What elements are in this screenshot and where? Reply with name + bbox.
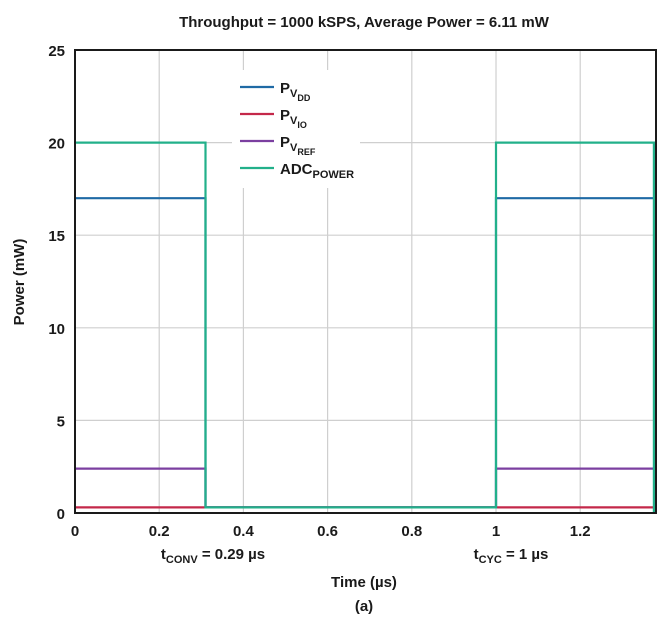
y-tick-labels: 0 5 10 15 20 25 bbox=[48, 43, 65, 523]
legend: PVDD PVIO PVREF ADCPOWER bbox=[232, 70, 360, 188]
plot-frame bbox=[74, 49, 657, 514]
x-tick-labels: 0 0.2 0.4 0.6 0.8 1 1.2 bbox=[71, 523, 591, 540]
x-tick-label: 1.2 bbox=[570, 523, 591, 540]
x-tick-label: 0.8 bbox=[401, 523, 422, 540]
y-tick-label: 5 bbox=[57, 413, 65, 430]
annotation-tconv: tCONV = 0.29 µs bbox=[161, 546, 265, 566]
x-tick-label: 0.4 bbox=[233, 523, 255, 540]
grid bbox=[74, 49, 656, 514]
y-axis-label: Power (mW) bbox=[11, 239, 28, 326]
y-tick-label: 25 bbox=[48, 43, 65, 60]
y-tick-label: 0 bbox=[57, 506, 65, 523]
x-axis-label: Time (µs) bbox=[331, 574, 397, 591]
series-layer bbox=[75, 141, 656, 513]
legend-label-vdd: PVDD bbox=[280, 80, 311, 103]
y-tick-label: 10 bbox=[48, 321, 65, 338]
annotations: tCONV = 0.29 µs tCYC = 1 µs bbox=[161, 546, 549, 566]
x-tick-label: 0 bbox=[71, 523, 79, 540]
chart-title: Throughput = 1000 kSPS, Average Power = … bbox=[179, 14, 550, 31]
series-line-adc bbox=[75, 141, 656, 513]
series-line-vref bbox=[75, 467, 656, 509]
figure-caption: (a) bbox=[355, 598, 373, 615]
y-tick-label: 20 bbox=[48, 136, 65, 153]
x-tick-label: 0.6 bbox=[317, 523, 338, 540]
legend-label-adc: ADCPOWER bbox=[280, 161, 354, 181]
series-line-vdd bbox=[75, 197, 656, 509]
annotation-tcyc: tCYC = 1 µs bbox=[474, 546, 549, 566]
x-tick-label: 1 bbox=[492, 523, 500, 540]
y-tick-label: 15 bbox=[48, 228, 65, 245]
x-tick-label: 0.2 bbox=[149, 523, 170, 540]
legend-label-vio: PVIO bbox=[280, 107, 307, 130]
legend-label-vref: PVREF bbox=[280, 134, 316, 157]
